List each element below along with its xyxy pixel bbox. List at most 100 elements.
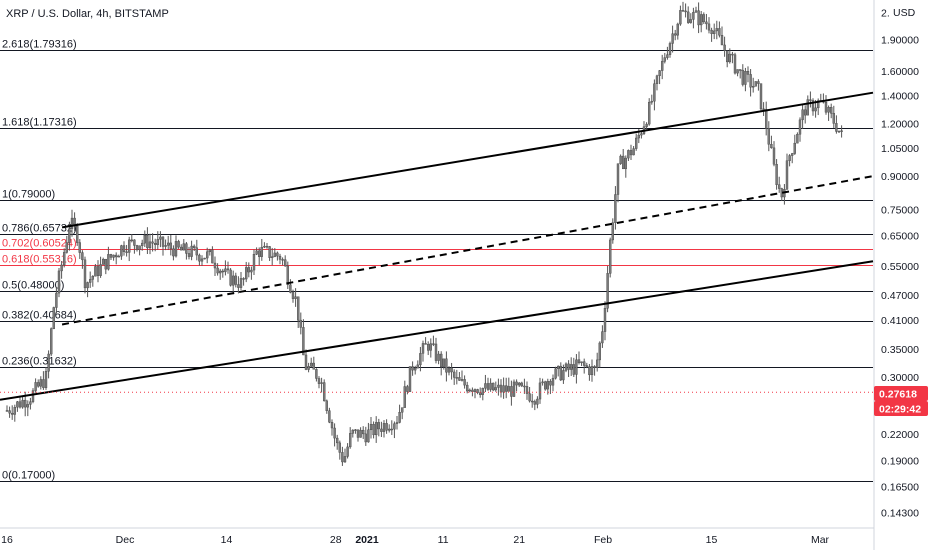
candle-body: [403, 386, 406, 408]
candle-body: [661, 61, 664, 71]
candle-body: [835, 123, 838, 132]
candle-body: [788, 155, 791, 161]
candle-body: [440, 353, 443, 367]
candle-body: [63, 252, 66, 266]
y-tick-label: 0.65000: [881, 231, 919, 243]
candle-body: [109, 254, 113, 258]
candle-body: [663, 57, 666, 62]
candle-body: [697, 10, 700, 26]
candle-body: [455, 377, 458, 379]
candle-body: [31, 390, 35, 402]
fib-level-label: 1.618(1.17316): [2, 117, 77, 129]
candle-body: [785, 160, 789, 190]
candle-body: [250, 269, 253, 273]
candle-body: [679, 10, 682, 25]
candle-body: [164, 245, 167, 247]
x-tick-label: 14: [221, 534, 233, 546]
y-tick-label: 0.16500: [881, 481, 919, 493]
candle-body: [424, 343, 427, 345]
candle-body: [460, 379, 464, 381]
candle-body: [10, 412, 14, 415]
candle-body: [302, 327, 305, 356]
candle-body: [153, 243, 157, 245]
candle-body: [757, 81, 760, 84]
y-tick-label: 0.75000: [881, 204, 919, 216]
candle-body: [190, 245, 193, 257]
candle-body: [471, 389, 474, 393]
candle-body: [101, 258, 105, 265]
candle-body: [50, 328, 53, 355]
candle-body: [169, 242, 173, 249]
currency-label: USD: [893, 7, 916, 19]
candle-body: [338, 442, 341, 453]
x-tick-label: 11: [438, 534, 449, 546]
candle-body: [416, 364, 419, 369]
candle-body: [244, 267, 248, 280]
candle-body: [447, 367, 451, 373]
candle-body: [83, 259, 87, 289]
candle-body: [713, 30, 716, 35]
candle-body: [81, 252, 84, 261]
candle-body: [567, 363, 570, 370]
x-tick-label: 21: [513, 534, 525, 546]
candle-body: [700, 14, 703, 26]
candle-body: [224, 268, 227, 273]
candle-body: [653, 83, 656, 102]
candle-body: [231, 275, 235, 286]
fib-level-label: 0.382(0.40684): [2, 310, 77, 322]
candle-body: [645, 123, 648, 127]
candle-body: [445, 358, 448, 373]
candle-body: [356, 429, 360, 438]
candle-body: [213, 262, 217, 269]
candle-body: [75, 225, 79, 243]
x-tick-label: 2021: [355, 534, 379, 546]
candle-body: [138, 245, 141, 250]
candle-body: [759, 83, 763, 110]
candle-body: [57, 270, 61, 294]
candle-body: [216, 267, 219, 274]
candle-body: [832, 113, 835, 124]
fib-level-label: 0.702(0.60524): [2, 238, 77, 250]
candle-body: [798, 119, 802, 135]
symbol-title: XRP / U.S. Dollar, 4h, BITSTAMP: [6, 8, 169, 20]
candle-body: [258, 250, 261, 257]
candle-body: [286, 265, 289, 285]
y-tick-label: 0.14300: [881, 508, 919, 520]
candle-body: [297, 296, 300, 321]
candle-body: [770, 144, 773, 149]
candle-body: [538, 382, 542, 400]
candle-body: [211, 249, 214, 264]
candle-body: [611, 222, 614, 241]
y-tick-label: 0.47000: [881, 290, 919, 302]
candle-body: [289, 284, 292, 293]
candle-body: [174, 241, 178, 257]
trend-line[interactable]: [61, 91, 874, 229]
candle-body: [494, 387, 497, 391]
candle-body: [369, 423, 373, 431]
candle-body: [749, 74, 752, 88]
candle-body: [333, 427, 336, 439]
fib-level-label: 0.786(0.65732): [2, 223, 77, 235]
candle-body: [151, 241, 154, 244]
candle-body: [710, 29, 713, 35]
candle-body: [796, 134, 799, 144]
candle-body: [263, 245, 266, 248]
candle-body: [140, 242, 144, 246]
candle-body: [182, 243, 186, 251]
candle-body: [362, 429, 365, 435]
candle-body: [791, 153, 794, 156]
candle-body: [702, 14, 705, 23]
price-badge-value: 0.27618: [879, 389, 917, 401]
y-tick-label: 0.55000: [881, 261, 919, 273]
candle-body: [8, 410, 11, 414]
candle-body: [29, 401, 32, 405]
candle-body: [557, 365, 560, 369]
candle-body: [13, 407, 17, 415]
trend-line[interactable]: [0, 260, 874, 401]
trend-line[interactable]: [61, 175, 874, 326]
candle-body: [793, 142, 796, 154]
candle-body: [437, 353, 440, 361]
candle-body: [434, 343, 438, 361]
